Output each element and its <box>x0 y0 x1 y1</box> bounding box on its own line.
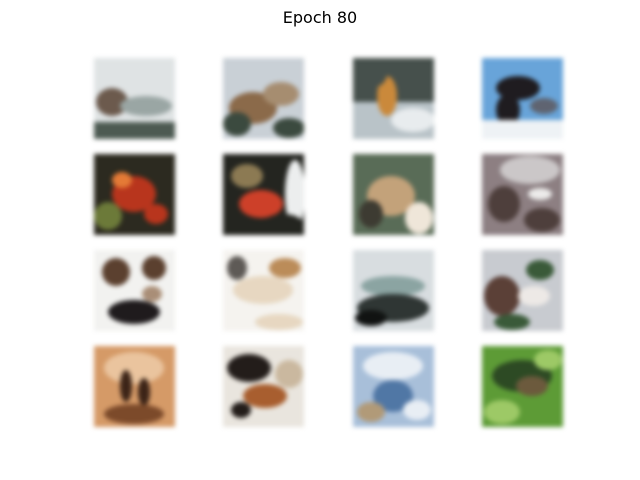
generated-sample-image <box>223 154 304 235</box>
generated-sample-image <box>223 346 304 427</box>
sample-image-graphic <box>482 58 563 139</box>
sample-image-graphic <box>94 250 175 331</box>
generated-sample-image <box>223 250 304 331</box>
generated-sample-image <box>482 154 563 235</box>
sample-image-graphic <box>94 58 175 139</box>
sample-image-graphic <box>223 346 304 427</box>
sample-image-graphic <box>482 154 563 235</box>
generated-sample-image <box>353 58 434 139</box>
figure-title: Epoch 80 <box>282 8 358 27</box>
sample-image-graphic <box>223 154 304 235</box>
sample-grid <box>94 58 563 427</box>
generated-sample-image <box>353 250 434 331</box>
sample-image-graphic <box>94 346 175 427</box>
sample-image-graphic <box>353 58 434 139</box>
sample-image-graphic <box>482 346 563 427</box>
generated-sample-image <box>94 250 175 331</box>
generated-sample-image <box>94 58 175 139</box>
sample-image-graphic <box>223 250 304 331</box>
generated-sample-image <box>353 346 434 427</box>
generated-sample-image <box>482 346 563 427</box>
sample-image-graphic <box>482 250 563 331</box>
sample-image-graphic <box>353 154 434 235</box>
generated-sample-image <box>482 58 563 139</box>
generated-sample-image <box>223 58 304 139</box>
generated-sample-image <box>94 346 175 427</box>
sample-image-graphic <box>353 250 434 331</box>
sample-image-graphic <box>94 154 175 235</box>
generated-sample-image <box>353 154 434 235</box>
generated-sample-image <box>94 154 175 235</box>
sample-image-graphic <box>353 346 434 427</box>
generated-sample-image <box>482 250 563 331</box>
sample-image-graphic <box>223 58 304 139</box>
